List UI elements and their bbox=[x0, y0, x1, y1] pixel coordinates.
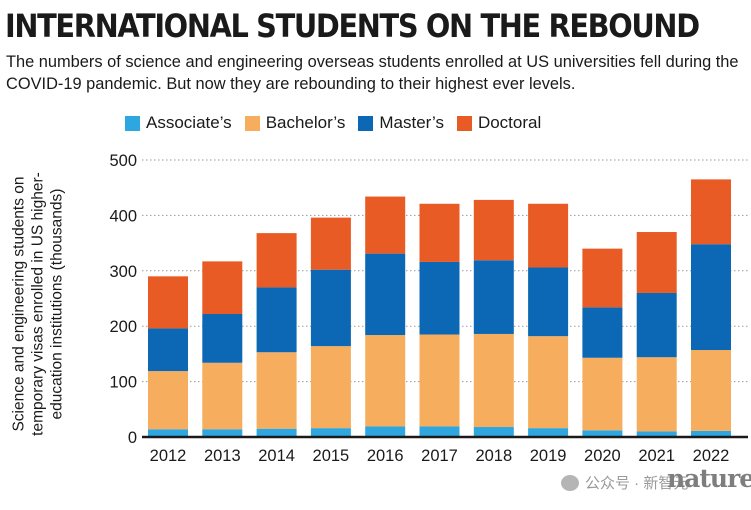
bar-doctoral bbox=[691, 179, 731, 245]
bar-associate bbox=[582, 430, 623, 437]
legend-swatch-master bbox=[358, 115, 374, 131]
bar-master bbox=[636, 292, 677, 358]
bar-doctoral bbox=[473, 199, 514, 261]
bar-doctoral bbox=[365, 196, 406, 254]
x-tick-label: 2014 bbox=[258, 447, 295, 465]
y-tick-label: 400 bbox=[109, 207, 137, 225]
x-tick-label: 2015 bbox=[313, 447, 350, 465]
bar-associate bbox=[365, 426, 406, 437]
bar-master bbox=[473, 260, 514, 334]
bar-associate bbox=[473, 427, 514, 437]
legend-label-associate: Associate’s bbox=[146, 113, 232, 132]
x-tick-label: 2019 bbox=[530, 447, 567, 465]
bar-master bbox=[419, 261, 460, 335]
bar-bachelor bbox=[256, 352, 297, 429]
chart-subtitle: The numbers of science and engineering o… bbox=[6, 53, 739, 93]
legend-swatch-bachelor bbox=[244, 115, 260, 131]
bar-associate bbox=[148, 429, 188, 437]
bar-bachelor bbox=[310, 346, 351, 429]
x-tick-label: 2020 bbox=[584, 447, 621, 465]
legend-label-doctoral: Doctoral bbox=[477, 113, 542, 132]
bar-bachelor bbox=[691, 350, 731, 431]
bar-bachelor bbox=[636, 357, 677, 432]
x-tick-label: 2013 bbox=[204, 447, 241, 465]
bar-master bbox=[365, 253, 406, 336]
y-tick-label: 0 bbox=[128, 429, 137, 447]
bar-bachelor bbox=[419, 334, 460, 427]
legend-swatch-doctoral bbox=[456, 115, 472, 131]
bar-master bbox=[691, 244, 731, 351]
y-tick-label: 200 bbox=[109, 318, 137, 336]
y-tick-label: 500 bbox=[109, 152, 137, 170]
bar-doctoral bbox=[636, 232, 677, 293]
bar-associate bbox=[691, 430, 731, 437]
bar-bachelor bbox=[528, 336, 569, 429]
legend-item-bachelor: Bachelor’s bbox=[244, 113, 346, 133]
bar-doctoral bbox=[202, 261, 243, 315]
x-tick-label: 2021 bbox=[638, 447, 675, 465]
x-tick-label: 2016 bbox=[367, 447, 404, 465]
x-tick-label: 2017 bbox=[421, 447, 458, 465]
bar-associate bbox=[310, 428, 351, 437]
bar-master bbox=[582, 307, 623, 358]
legend-label-bachelor: Bachelor’s bbox=[265, 113, 346, 132]
legend-label-master: Master’s bbox=[379, 113, 444, 132]
bar-master bbox=[202, 314, 243, 363]
y-tick-label: 300 bbox=[109, 263, 137, 281]
x-tick-label: 2022 bbox=[693, 447, 730, 465]
watermark: 公众号 · 新智元 bbox=[561, 472, 688, 493]
bar-associate bbox=[202, 429, 243, 437]
y-tick-label: 100 bbox=[109, 374, 137, 392]
bar-doctoral bbox=[419, 203, 460, 262]
bar-bachelor bbox=[473, 333, 514, 428]
legend-item-master: Master’s bbox=[358, 113, 444, 133]
x-tick-label: 2012 bbox=[150, 447, 187, 465]
bar-doctoral bbox=[148, 276, 188, 329]
bar-associate bbox=[636, 431, 677, 437]
bar-master bbox=[148, 328, 188, 372]
bar-doctoral bbox=[310, 217, 351, 270]
bar-doctoral bbox=[256, 233, 297, 288]
watermark-text: 公众号 · 新智元 bbox=[585, 475, 689, 492]
legend-item-associate: Associate’s bbox=[125, 113, 232, 133]
bar-doctoral bbox=[582, 248, 623, 308]
bar-doctoral bbox=[528, 203, 569, 268]
legend: Associate’s Bachelor’s Master’s Doctoral bbox=[125, 111, 554, 135]
bar-bachelor bbox=[148, 371, 188, 430]
bar-master bbox=[310, 269, 351, 347]
bar-bachelor bbox=[365, 335, 406, 427]
bar-associate bbox=[419, 426, 460, 437]
x-tick-label: 2018 bbox=[475, 447, 512, 465]
bar-associate bbox=[256, 428, 297, 437]
bar-bachelor bbox=[202, 362, 243, 430]
nature-logo: nature bbox=[667, 464, 751, 493]
legend-swatch-associate bbox=[125, 115, 140, 131]
chart-title: INTERNATIONAL STUDENTS ON THE REBOUND bbox=[5, 7, 700, 45]
wechat-icon bbox=[561, 474, 579, 491]
bar-associate bbox=[528, 428, 569, 437]
bar-master bbox=[256, 287, 297, 353]
bar-master bbox=[528, 267, 569, 337]
legend-item-doctoral: Doctoral bbox=[456, 113, 542, 133]
bar-bachelor bbox=[582, 357, 623, 431]
